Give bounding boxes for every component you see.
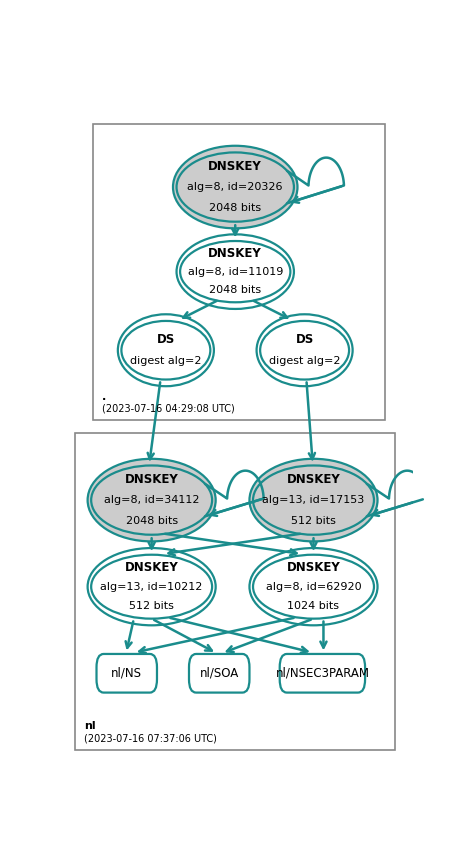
Text: nl/NS: nl/NS xyxy=(111,667,142,680)
Text: alg=8, id=20326: alg=8, id=20326 xyxy=(187,182,283,192)
Text: nl/NSEC3PARAM: nl/NSEC3PARAM xyxy=(275,667,369,680)
Text: DNSKEY: DNSKEY xyxy=(208,160,262,173)
Ellipse shape xyxy=(253,554,374,618)
Text: 2048 bits: 2048 bits xyxy=(209,202,261,213)
Text: 512 bits: 512 bits xyxy=(291,516,336,526)
Ellipse shape xyxy=(253,465,374,535)
Text: alg=13, id=17153: alg=13, id=17153 xyxy=(263,495,364,505)
Text: 512 bits: 512 bits xyxy=(129,601,174,611)
Ellipse shape xyxy=(250,458,378,541)
Ellipse shape xyxy=(180,241,291,302)
Text: (2023-07-16 04:29:08 UTC): (2023-07-16 04:29:08 UTC) xyxy=(102,403,235,413)
Text: DNSKEY: DNSKEY xyxy=(208,247,262,260)
FancyBboxPatch shape xyxy=(189,654,250,693)
Text: alg=8, id=11019: alg=8, id=11019 xyxy=(188,266,283,277)
Text: DNSKEY: DNSKEY xyxy=(286,473,341,486)
Ellipse shape xyxy=(121,321,210,380)
Text: DS: DS xyxy=(296,333,314,346)
Text: 2048 bits: 2048 bits xyxy=(126,516,178,526)
FancyBboxPatch shape xyxy=(93,124,385,420)
Text: alg=8, id=34112: alg=8, id=34112 xyxy=(104,495,199,505)
Ellipse shape xyxy=(88,458,216,541)
Text: DNSKEY: DNSKEY xyxy=(125,473,179,486)
Ellipse shape xyxy=(173,146,297,228)
Text: DNSKEY: DNSKEY xyxy=(125,561,179,574)
Ellipse shape xyxy=(118,314,214,386)
Text: (2023-07-16 07:37:06 UTC): (2023-07-16 07:37:06 UTC) xyxy=(84,734,217,743)
FancyBboxPatch shape xyxy=(96,654,157,693)
Ellipse shape xyxy=(250,548,378,625)
Ellipse shape xyxy=(91,554,212,618)
FancyBboxPatch shape xyxy=(280,654,365,693)
Text: nl: nl xyxy=(84,721,95,731)
Text: .: . xyxy=(102,392,106,401)
Text: digest alg=2: digest alg=2 xyxy=(269,356,341,367)
Text: nl/SOA: nl/SOA xyxy=(200,667,239,680)
Ellipse shape xyxy=(177,234,294,309)
Ellipse shape xyxy=(177,152,294,221)
Text: alg=8, id=62920: alg=8, id=62920 xyxy=(266,581,361,592)
Text: 2048 bits: 2048 bits xyxy=(209,285,261,295)
Text: 1024 bits: 1024 bits xyxy=(287,601,340,611)
Text: digest alg=2: digest alg=2 xyxy=(130,356,202,367)
Text: DNSKEY: DNSKEY xyxy=(286,561,341,574)
Ellipse shape xyxy=(260,321,349,380)
Text: DS: DS xyxy=(157,333,175,346)
Ellipse shape xyxy=(91,465,212,535)
Ellipse shape xyxy=(88,548,216,625)
Text: alg=13, id=10212: alg=13, id=10212 xyxy=(101,581,203,592)
Ellipse shape xyxy=(257,314,353,386)
FancyBboxPatch shape xyxy=(75,433,395,750)
